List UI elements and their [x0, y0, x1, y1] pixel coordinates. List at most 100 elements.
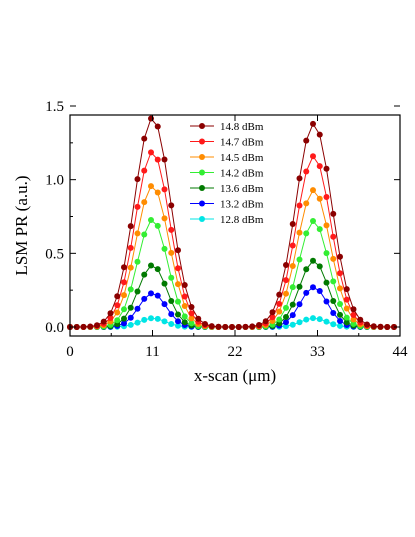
data-point: [141, 167, 148, 174]
data-point: [168, 249, 175, 256]
data-point: [323, 298, 330, 305]
x-tick-label: 33: [310, 344, 325, 360]
data-point: [289, 284, 296, 291]
data-point: [316, 316, 323, 323]
data-point: [343, 296, 350, 303]
x-tick-label: 22: [228, 344, 243, 360]
legend-marker: [199, 123, 205, 129]
data-point: [310, 257, 316, 264]
data-point: [168, 226, 175, 233]
legend-marker: [199, 169, 205, 176]
data-point: [337, 301, 343, 308]
data-point: [161, 280, 168, 287]
data-point: [100, 318, 107, 325]
data-point: [256, 322, 262, 329]
data-point: [168, 202, 175, 209]
legend-item: 14.2 dBm: [190, 168, 264, 180]
data-point: [134, 258, 141, 265]
data-point: [127, 304, 134, 311]
data-point: [73, 323, 80, 330]
legend-item: 14.8 dBm: [190, 121, 264, 133]
data-point: [343, 314, 350, 321]
data-point: [154, 123, 161, 130]
data-point: [148, 115, 154, 122]
plot-area: [67, 115, 397, 330]
data-point: [134, 176, 141, 183]
data-point: [310, 187, 316, 194]
data-point: [148, 290, 154, 297]
data-point: [323, 193, 330, 200]
tick-labels: 0 11 22 33 44 0.0 0.5 1.0 1.5: [45, 99, 408, 360]
data-point: [235, 323, 242, 330]
data-point: [316, 263, 323, 270]
data-point: [134, 319, 141, 326]
data-point: [283, 304, 289, 311]
data-point: [330, 298, 337, 305]
data-point: [161, 186, 168, 193]
data-point: [337, 322, 343, 329]
data-point: [262, 318, 269, 325]
x-tick-label: 44: [393, 344, 409, 360]
data-point: [181, 293, 188, 300]
data-point: [283, 319, 289, 326]
data-point: [161, 245, 168, 252]
data-point: [161, 215, 168, 222]
legend-marker: [199, 154, 205, 160]
data-point: [289, 263, 296, 270]
data-point: [188, 303, 195, 310]
legend-label: 14.8 dBm: [220, 121, 264, 133]
data-point: [161, 156, 168, 163]
legend-marker: [199, 216, 205, 222]
data-point: [181, 313, 188, 320]
data-point: [269, 314, 276, 321]
data-point: [350, 306, 357, 313]
legend-marker: [199, 200, 205, 207]
data-point: [175, 298, 181, 305]
legend-label: 13.2 dBm: [220, 199, 264, 211]
data-point: [289, 321, 296, 328]
data-point: [94, 322, 100, 329]
legend-marker: [199, 185, 205, 191]
data-point: [148, 262, 154, 269]
legend-label: 14.2 dBm: [220, 168, 264, 180]
legend-item: 14.7 dBm: [190, 137, 264, 149]
data-point: [316, 287, 323, 294]
data-point: [202, 321, 208, 328]
data-point: [121, 306, 127, 313]
data-point: [343, 286, 350, 293]
data-point: [303, 266, 310, 273]
legend-item: 13.2 dBm: [190, 199, 264, 211]
data-point: [289, 242, 296, 249]
legend-item: 13.6 dBm: [190, 183, 264, 195]
data-point: [107, 314, 114, 321]
data-point: [222, 323, 229, 330]
data-point: [296, 202, 303, 209]
data-point: [310, 153, 316, 160]
data-point: [330, 233, 337, 240]
data-point: [107, 310, 114, 317]
data-point: [195, 315, 202, 322]
data-point: [296, 256, 303, 263]
data-point: [296, 175, 303, 182]
data-point: [114, 309, 121, 316]
data-point: [296, 229, 303, 236]
data-point: [154, 315, 161, 322]
data-point: [303, 289, 310, 296]
data-point: [310, 315, 316, 322]
data-point: [148, 216, 154, 223]
data-point: [175, 265, 181, 272]
x-tick-label: 0: [66, 344, 74, 360]
data-point: [289, 301, 296, 308]
data-point: [337, 285, 343, 292]
data-point: [283, 262, 289, 269]
data-point: [154, 292, 161, 299]
data-point: [121, 320, 127, 327]
y-tick-label: 1.0: [45, 173, 64, 189]
legend-label: 12.8 dBm: [220, 214, 264, 226]
data-point: [188, 310, 195, 317]
y-tick-label: 1.5: [45, 99, 64, 115]
data-point: [141, 231, 148, 238]
data-point: [168, 321, 175, 328]
data-point: [323, 318, 330, 325]
